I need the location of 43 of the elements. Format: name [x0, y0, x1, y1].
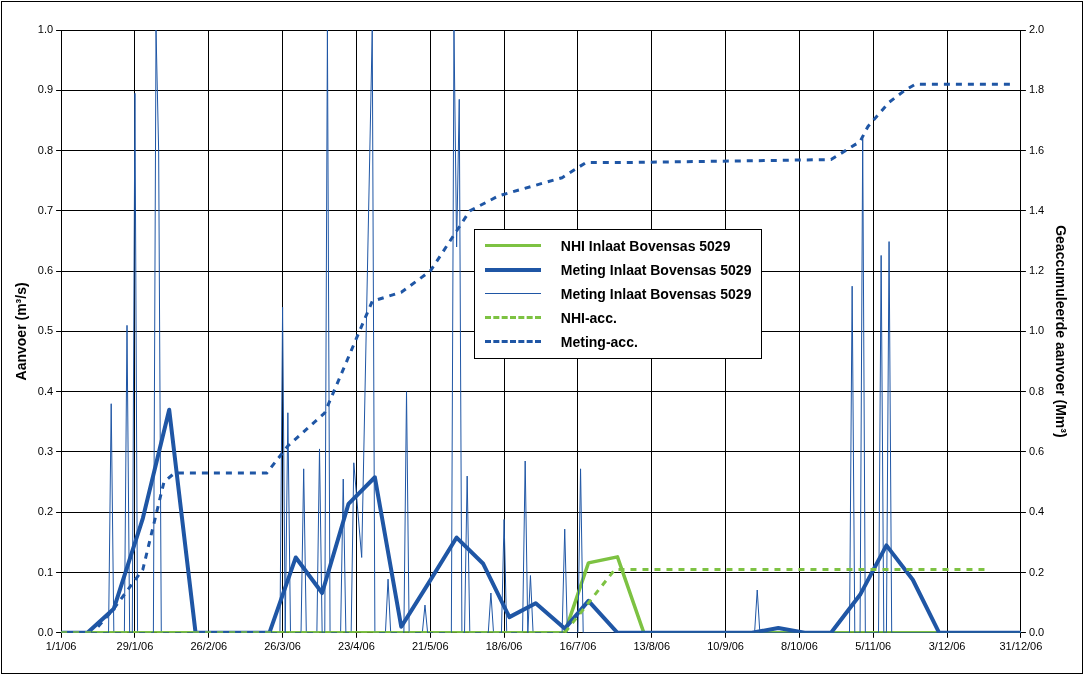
y2-axis-title: Geaccumuleerde aanvoer (Mm³) — [1052, 225, 1069, 438]
y2-tick-label: 1.4 — [1028, 203, 1045, 216]
legend-label: Meting Inlaat Bovensas 5029 — [560, 261, 752, 278]
x-tick-label: 10/9/06 — [707, 640, 744, 653]
x-tick-label: 18/6/06 — [485, 640, 523, 653]
y-tick-label: 0.8 — [37, 143, 54, 156]
y2-tick-label: 1.2 — [1028, 264, 1045, 277]
x-tick-label: 13/8/06 — [633, 640, 671, 653]
y-tick-label: 0.1 — [37, 565, 54, 578]
y-tick-label: 0.0 — [37, 625, 54, 638]
y2-tick-label: 0.4 — [1028, 505, 1045, 518]
x-tick-label: 23/4/06 — [338, 640, 375, 653]
x-tick-label: 26/2/06 — [190, 640, 228, 653]
y-tick-label: 0.2 — [37, 505, 54, 518]
x-tick-label: 5/11/06 — [855, 640, 892, 653]
x-tick-label: 1/1/06 — [45, 640, 77, 653]
x-tick-label: 29/1/06 — [116, 640, 154, 653]
x-tick-label: 31/12/06 — [999, 640, 1043, 653]
x-tick-label: 3/12/06 — [928, 640, 966, 653]
x-tick-label: 8/10/06 — [781, 640, 818, 653]
x-tick-label: 26/3/06 — [264, 640, 301, 653]
y2-tick-label: 0.6 — [1028, 444, 1045, 457]
y-tick-label: 0.3 — [37, 444, 54, 457]
legend-label: Meting Inlaat Bovensas 5029 — [560, 285, 752, 302]
y-tick-label: 0.7 — [37, 203, 54, 216]
x-tick-label: 21/5/06 — [411, 640, 449, 653]
y2-tick-label: 0.8 — [1028, 384, 1045, 397]
x-tick-label: 16/7/06 — [559, 640, 597, 653]
y2-tick-label: 1.6 — [1028, 143, 1045, 156]
y2-tick-label: 2.0 — [1028, 23, 1045, 36]
y2-tick-label: 0.2 — [1028, 565, 1045, 578]
legend-label: Meting-acc. — [560, 333, 638, 350]
y-tick-label: 0.5 — [37, 324, 54, 337]
legend-label: NHI Inlaat Bovensas 5029 — [560, 237, 731, 254]
y-tick-label: 0.4 — [37, 384, 54, 397]
legend-label: NHI-acc. — [560, 309, 617, 326]
y-tick-label: 0.6 — [37, 264, 54, 277]
y-axis-title: Aanvoer (m³/s) — [13, 282, 30, 381]
y-tick-label: 0.9 — [37, 83, 54, 96]
y2-tick-label: 1.0 — [1028, 324, 1045, 337]
y-tick-label: 1.0 — [37, 23, 54, 36]
y2-tick-label: 1.8 — [1028, 83, 1045, 96]
y2-tick-label: 0.0 — [1028, 625, 1045, 638]
